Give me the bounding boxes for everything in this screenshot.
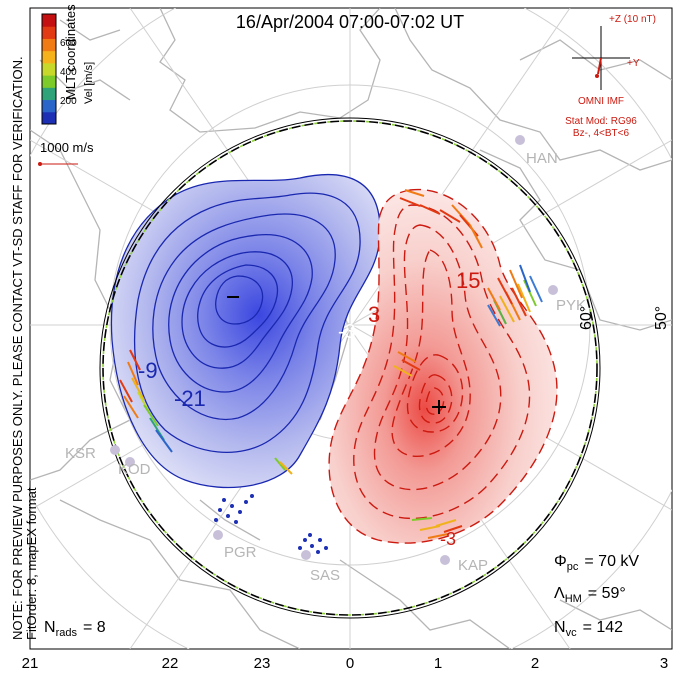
stat-nrads: Nrads = 8 (44, 619, 106, 639)
boundary-outer (99, 117, 601, 619)
hm-boundary (102, 120, 598, 616)
mlt-tick: 3 (660, 655, 668, 672)
imf-model: Stat Mod: RG96 (565, 116, 637, 127)
negative-cell (110, 174, 381, 489)
contour-label: -3 (440, 529, 456, 549)
mlt-tick: 1 (434, 655, 442, 672)
contour-label: -3 (338, 321, 356, 343)
svg-text:Nrads= 8: Nrads = 8 (44, 619, 106, 639)
lat-label-50: 50° (653, 306, 670, 330)
contour-label: 15 (456, 268, 480, 293)
note-fitorder: FitOrder: 8, mapEX format (24, 487, 39, 640)
svg-text:Φpc= 70 kV: Φpc = 70 kV (554, 553, 639, 573)
contour-label: -21 (174, 386, 206, 411)
colorbar-segment (42, 87, 56, 101)
imf-z-label: +Z (10 nT) (609, 14, 656, 25)
mlt-axis: 21 22 23 0 1 2 3 (22, 655, 669, 672)
imf-y-label: +Y (627, 58, 640, 69)
colorbar-segment (42, 50, 56, 64)
colorbar-segment (42, 62, 56, 76)
colorbar-tick: 400 (60, 67, 77, 78)
imf-source: OMNI IMF (578, 96, 624, 107)
imf-conditions: Bz-, 4<BT<6 (573, 128, 630, 139)
colorbar-segment (42, 14, 56, 27)
imf-clock (572, 26, 630, 90)
svg-text:ΛHM= 59°: ΛHM = 59° (554, 585, 626, 605)
stat-nvc: Nvc = 142 (554, 619, 623, 639)
station-label-kap: KAP (458, 557, 488, 574)
station-label-pgr: PGR (224, 544, 257, 561)
plus-marker (432, 400, 446, 414)
svg-text:Nvc= 142: Nvc = 142 (554, 619, 623, 639)
vectors-kap (411, 517, 463, 539)
stat-lambda: ΛHM = 59° (554, 585, 626, 605)
station-label-ksr: KSR (65, 445, 96, 462)
colorbar-segment (42, 26, 56, 39)
station-label-han: HAN (526, 150, 558, 167)
station-label-kod: KOD (118, 461, 151, 478)
lat-label-60: 60° (578, 306, 595, 330)
mlt-tick: 2 (531, 655, 539, 672)
vectors-pgr (214, 494, 254, 524)
colorbar-segment (42, 99, 56, 113)
mlt-tick: 21 (22, 655, 39, 672)
scale-vector (38, 162, 78, 166)
colorbar-tick: 600 (60, 38, 77, 49)
stat-phi: Φpc = 70 kV (554, 553, 639, 573)
station-markers (110, 135, 558, 565)
scale-vector-label: 1000 m/s (40, 140, 94, 155)
mlt-tick: 0 (346, 655, 354, 672)
vectors-han (399, 189, 483, 249)
station-label-sas: SAS (310, 567, 340, 584)
colorbar: 600 400 200 Vel [m/s] (41, 13, 95, 125)
boundary-vectors (102, 120, 598, 616)
mlt-tick: 23 (254, 655, 271, 672)
colorbar-title: Vel [m/s] (83, 62, 95, 104)
page-title: 16/Apr/2004 07:00-07:02 UT (236, 12, 464, 32)
coords-label: MLT coordinates (63, 4, 78, 100)
colorbar-segment (42, 75, 56, 88)
mlt-tick: 22 (162, 655, 179, 672)
note-preview: NOTE: FOR PREVIEW PURPOSES ONLY. PLEASE … (10, 56, 25, 640)
vectors-sas (298, 533, 328, 554)
contour-label: -9 (138, 358, 158, 383)
station-label-pyk: PYK (556, 297, 586, 314)
vectors-mid (274, 351, 421, 475)
contour-label: 3 (368, 302, 380, 327)
colorbar-segment (42, 38, 56, 52)
vectors-kod (119, 349, 173, 453)
colorbar-tick: 200 (60, 96, 77, 107)
colorbar-segment (42, 111, 56, 125)
vectors-pyk (487, 264, 543, 327)
